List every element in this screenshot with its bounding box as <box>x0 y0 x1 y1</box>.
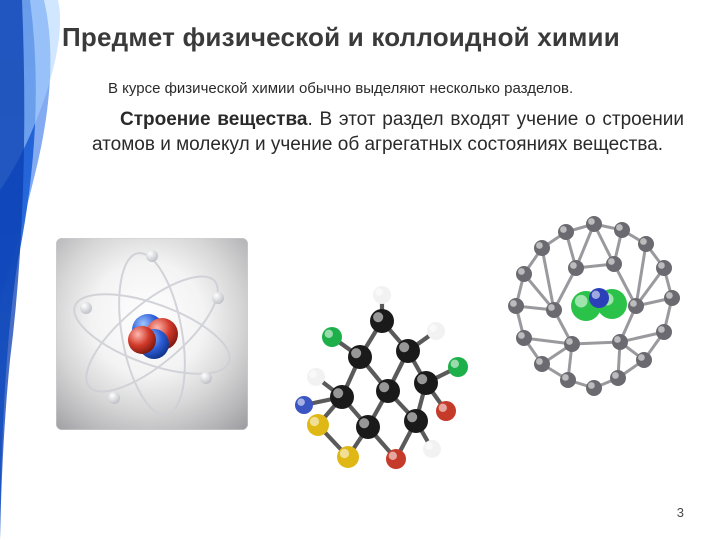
intro-line: В курсе физической химии обычно выделяют… <box>108 80 680 97</box>
body-paragraph: Строение вещества. В этот раздел входят … <box>92 108 684 157</box>
slide-left-accent <box>0 0 60 540</box>
page-number: 3 <box>677 505 684 520</box>
figure-atom-orbits <box>56 238 248 430</box>
figure-molecule <box>276 258 488 496</box>
body-bold-term: Строение вещества <box>120 109 307 130</box>
slide-title: Предмет физической и коллоидной химии <box>62 22 620 53</box>
figure-cage-complex <box>494 210 694 400</box>
